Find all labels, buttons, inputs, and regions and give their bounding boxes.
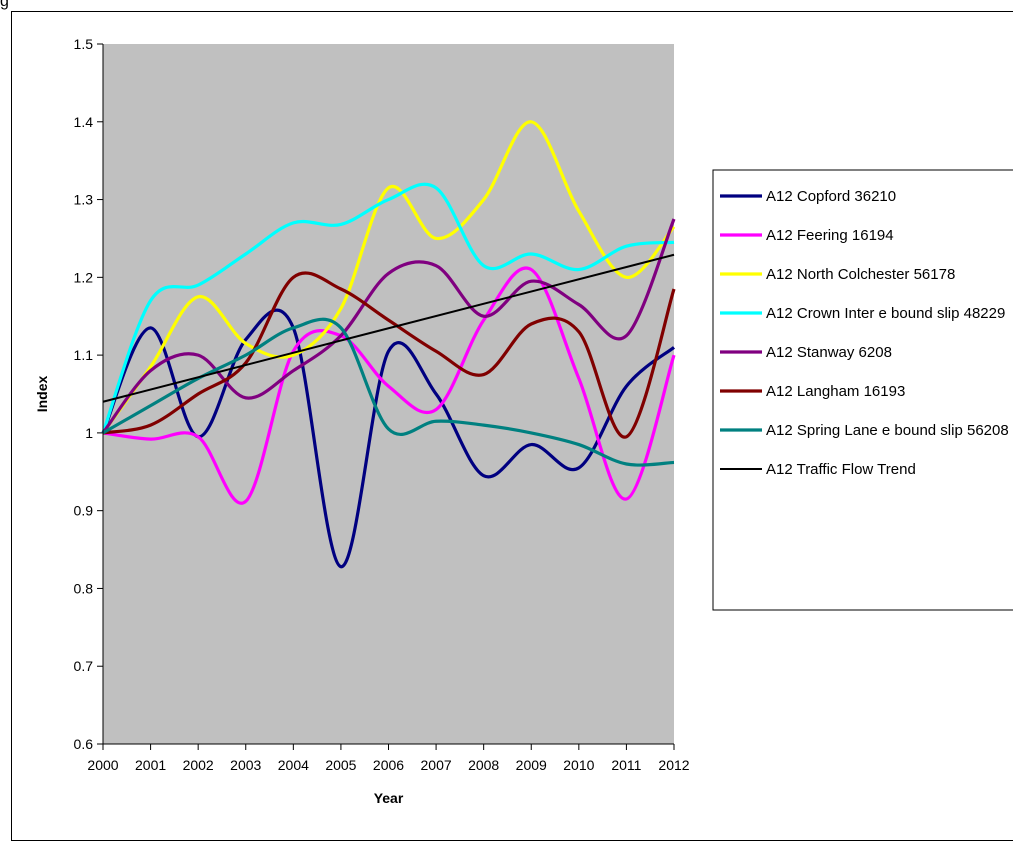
x-tick-label: 2009 xyxy=(516,757,547,773)
legend-label: A12 North Colchester 56178 xyxy=(766,266,955,283)
series-lines xyxy=(101,120,676,569)
legend-label: A12 Crown Inter e bound slip 48229 xyxy=(766,305,1005,322)
y-tick-label: 1.3 xyxy=(74,192,94,208)
x-tick-label: 2012 xyxy=(658,757,689,773)
x-tick-label: 2003 xyxy=(230,757,261,773)
legend-box xyxy=(712,169,1013,611)
legend-label: A12 Traffic Flow Trend xyxy=(766,461,916,478)
y-axis-ticks: 0.6 0.7 0.8 0.9 1 1.1 1.2 1.3 1.4 1.5 xyxy=(74,36,103,752)
y-tick-label: 1 xyxy=(85,425,93,441)
x-tick-label: 2004 xyxy=(278,757,309,773)
x-tick-label: 2005 xyxy=(325,757,356,773)
series-line-6 xyxy=(102,317,675,467)
x-axis-ticks: 2000 2001 2002 2003 2004 2005 2006 2007 2008 2009… xyxy=(87,744,690,773)
y-tick-label: 0.7 xyxy=(74,658,94,674)
series-line-2 xyxy=(101,120,676,434)
legend-label: A12 Feering 16194 xyxy=(766,227,894,244)
series-line-5 xyxy=(102,271,676,439)
y-axis-title: Index xyxy=(34,376,50,413)
series-line-1 xyxy=(102,266,676,505)
y-tick-label: 0.8 xyxy=(74,580,94,596)
legend: A12 Copford 36210 A12 Feering 16194 A12 No… xyxy=(720,188,1009,478)
y-tick-label: 1.5 xyxy=(74,36,94,52)
x-tick-label: 2008 xyxy=(468,757,499,773)
x-tick-label: 2000 xyxy=(87,757,118,773)
y-tick-label: 1.2 xyxy=(74,269,94,285)
x-tick-label: 2006 xyxy=(373,757,404,773)
legend-label: A12 Spring Lane e bound slip 56208 xyxy=(766,422,1009,439)
legend-label: A12 Stanway 6208 xyxy=(766,344,892,361)
y-tick-label: 0.6 xyxy=(74,736,94,752)
y-tick-label: 0.9 xyxy=(74,503,94,519)
x-axis-title: Year xyxy=(374,790,404,806)
top-text-fragment: g xyxy=(0,0,9,10)
series-line-trend xyxy=(102,253,675,403)
x-tick-label: 2007 xyxy=(421,757,452,773)
legend-label: A12 Copford 36210 xyxy=(766,188,896,205)
x-tick-label: 2011 xyxy=(611,757,641,773)
plot-area xyxy=(103,44,674,744)
y-tick-label: 1.1 xyxy=(74,347,94,363)
x-tick-label: 2001 xyxy=(135,757,166,773)
legend-label: A12 Langham 16193 xyxy=(766,383,905,400)
x-tick-label: 2002 xyxy=(183,757,214,773)
series-line-3 xyxy=(101,182,675,434)
y-tick-label: 1.4 xyxy=(74,114,94,130)
series-line-4 xyxy=(101,218,676,434)
x-tick-label: 2010 xyxy=(563,757,594,773)
